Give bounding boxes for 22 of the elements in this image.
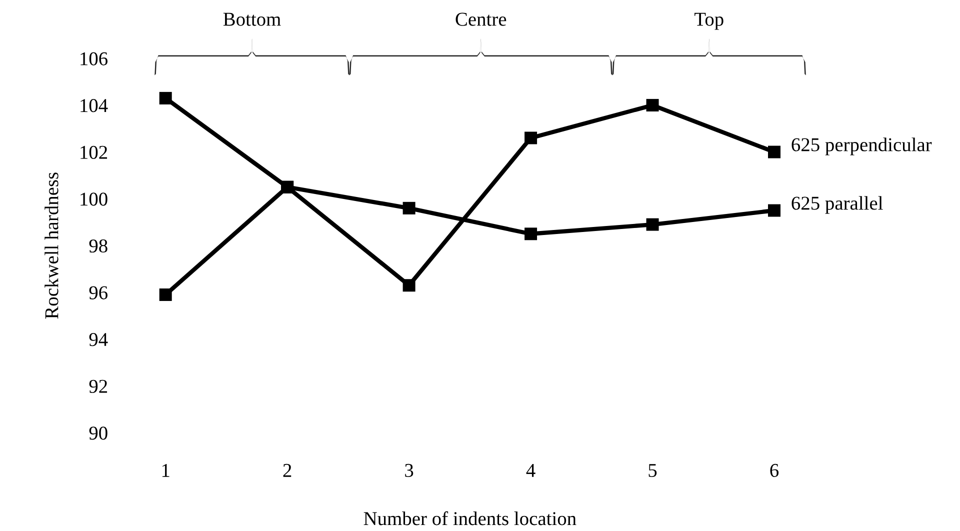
x-tick-label: 4 [526,464,536,477]
x-tick-label: 5 [648,464,657,478]
series-label: 625 parallel [792,196,883,214]
y-axis-title: Rockwell hardness [44,172,58,319]
y-tick-label: 96 [89,286,108,300]
x-tick-label: 6 [770,464,779,478]
y-tick-label: 106 [80,52,108,66]
y-tick-label: 92 [89,380,108,393]
text: Bottom [223,12,281,26]
y-tick-label: 98 [89,239,108,253]
series-label: 625 perpendicular [792,138,932,156]
text: Top [694,12,724,30]
y-tick-label: 104 [80,99,108,112]
x-axis-title: Number of indents location [364,511,576,526]
y-tick-label: 94 [89,333,108,346]
x-tick-label: 3 [405,464,414,478]
y-tick-label: 90 [89,426,108,440]
y-tick-label: 100 [80,192,108,206]
x-tick-label: 2 [283,464,292,477]
x-tick-label: 1 [162,464,170,477]
y-tick-label: 102 [80,146,108,159]
text: Centre [456,12,506,26]
